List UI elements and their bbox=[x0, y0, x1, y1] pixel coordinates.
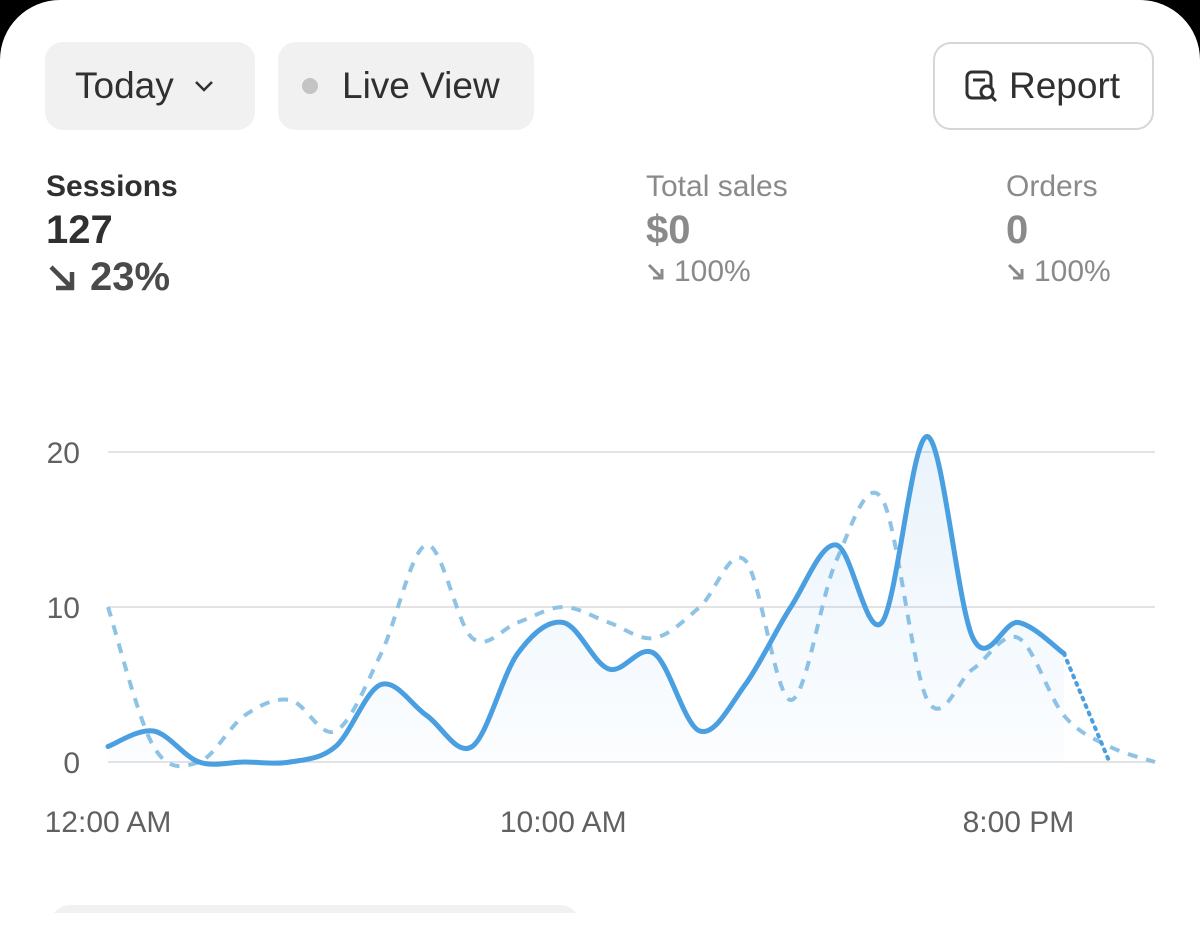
sessions-line bbox=[105, 433, 1067, 767]
date-button[interactable]: Today bbox=[45, 42, 255, 130]
next-card-edge bbox=[54, 905, 576, 913]
metric-label: Sessions bbox=[46, 170, 178, 203]
metric-sessions: Sessions 127 23% bbox=[46, 170, 178, 300]
report-button[interactable]: Report bbox=[933, 42, 1154, 130]
x-tick-label: 12:00 AM bbox=[45, 806, 172, 839]
live-view-button[interactable]: Live View bbox=[278, 42, 534, 130]
metric-label: Total sales bbox=[646, 170, 788, 203]
metric-change-text: 100% bbox=[1034, 255, 1111, 288]
down-arrow-icon bbox=[1007, 263, 1024, 280]
area-fill bbox=[108, 436, 1064, 765]
metric-orders: Orders 0 100% bbox=[1006, 170, 1111, 289]
status-dot bbox=[302, 78, 318, 94]
y-tick-label: 10 bbox=[47, 592, 80, 625]
report-label: Report bbox=[1009, 65, 1121, 106]
x-tick-label: 8:00 PM bbox=[963, 806, 1075, 839]
metric-value: $0 bbox=[646, 208, 691, 252]
metric-change: 100% bbox=[646, 255, 788, 289]
y-tick-label: 20 bbox=[47, 437, 80, 470]
report-icon bbox=[965, 70, 998, 103]
sessions-chart: 0 10 20 12:00 AM 10:00 AM 8:00 PM bbox=[45, 433, 1156, 913]
y-tick-label: 0 bbox=[63, 747, 80, 780]
down-arrow-icon bbox=[647, 263, 664, 280]
sessions-line-partial bbox=[1061, 651, 1112, 764]
metric-change-text: 100% bbox=[674, 255, 751, 288]
metric-change-text: 23% bbox=[90, 255, 171, 299]
metric-value: 0 bbox=[1006, 208, 1029, 252]
metric-value: 127 bbox=[46, 208, 113, 252]
chevron-icon bbox=[194, 81, 213, 92]
metric-total-sales: Total sales $0 100% bbox=[646, 170, 788, 289]
metric-label: Orders bbox=[1006, 170, 1098, 203]
x-tick-label: 10:00 AM bbox=[500, 806, 627, 839]
date-button-label: Today bbox=[75, 65, 174, 106]
metric-change: 23% bbox=[46, 255, 178, 300]
down-arrow-icon bbox=[49, 264, 75, 290]
metric-change: 100% bbox=[1006, 255, 1111, 289]
live-view-label: Live View bbox=[342, 65, 500, 106]
